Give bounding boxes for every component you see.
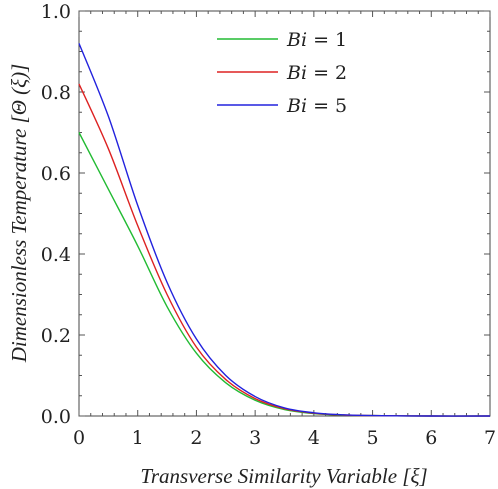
x-tick-label: 6 bbox=[425, 427, 437, 449]
y-tick-label: 0.2 bbox=[41, 325, 71, 347]
y-tick-labels: 0.0 0.2 0.4 0.6 0.8 1.0 bbox=[41, 1, 71, 428]
x-tick-label: 7 bbox=[484, 427, 496, 449]
y-tick-label: 0.8 bbox=[41, 82, 71, 104]
series-line-1 bbox=[78, 132, 491, 417]
series-line-2 bbox=[78, 83, 491, 417]
x-tick-labels: 0 1 2 3 4 5 6 7 bbox=[73, 427, 496, 449]
series-lines bbox=[78, 43, 491, 417]
legend-label: Bi = 2 bbox=[286, 62, 347, 84]
x-tick-label: 3 bbox=[249, 427, 261, 449]
legend-label: Bi = 1 bbox=[286, 29, 347, 51]
x-tick-label: 4 bbox=[308, 427, 320, 449]
legend: Bi = 1 Bi = 2 Bi = 5 bbox=[217, 29, 347, 117]
x-tick-label: 5 bbox=[367, 427, 379, 449]
x-axis-title: Transverse Similarity Variable [ξ] bbox=[140, 464, 427, 488]
y-tick-label: 0.6 bbox=[41, 163, 71, 185]
x-tick-label: 0 bbox=[73, 427, 85, 449]
x-tick-label: 1 bbox=[132, 427, 144, 449]
x-tick-label: 2 bbox=[190, 427, 202, 449]
legend-label: Bi = 5 bbox=[286, 95, 347, 117]
y-axis-title: Dimensionless Temperature [Θ (ξ)] bbox=[7, 64, 31, 364]
y-tick-label: 1.0 bbox=[41, 1, 71, 23]
y-tick-label: 0.4 bbox=[41, 244, 71, 266]
series-line-3 bbox=[78, 43, 491, 417]
y-tick-label: 0.0 bbox=[41, 406, 71, 428]
